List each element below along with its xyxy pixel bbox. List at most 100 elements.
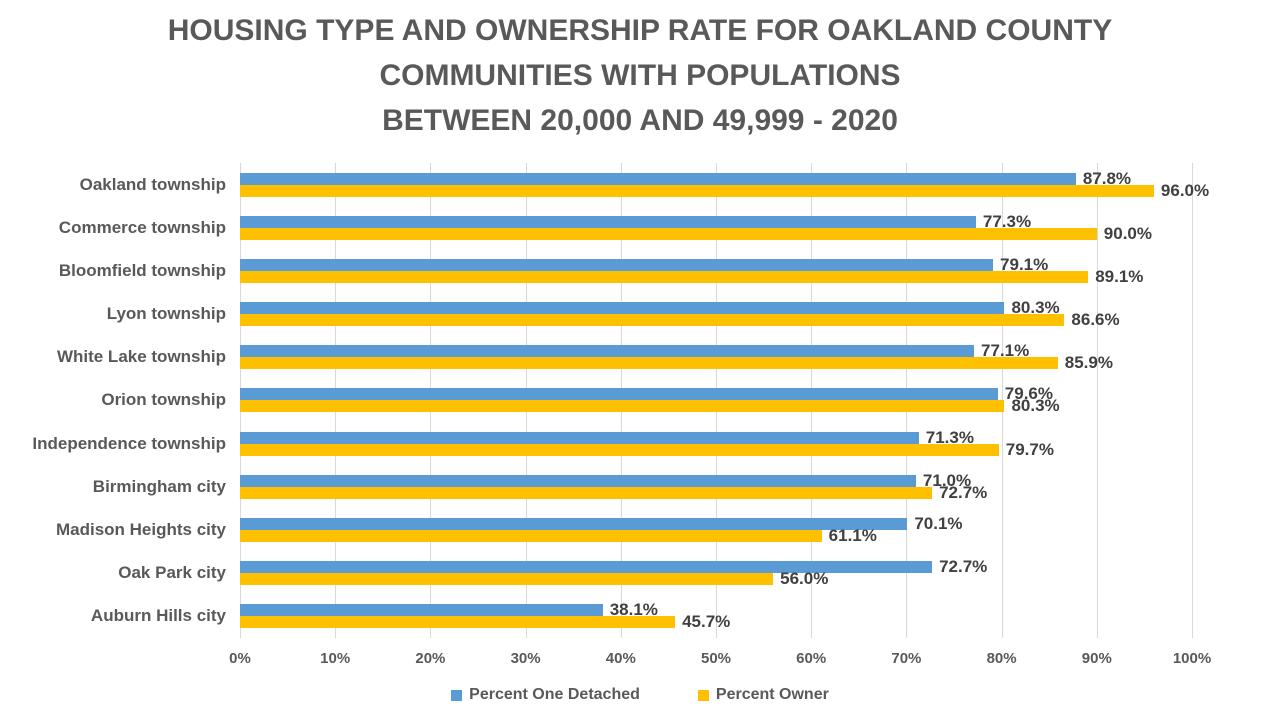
value-label-percent-one-detached: 80.3% bbox=[1011, 298, 1060, 318]
value-label-percent-one-detached: 71.3% bbox=[925, 427, 974, 447]
bar-percent-owner bbox=[240, 573, 774, 586]
x-axis: 0% 10% 20% 30% 40% 50% 60% 70% 80% 90% 100% bbox=[229, 650, 1211, 670]
category-row: Independence township 71.3% 79.7% bbox=[0, 422, 1192, 465]
bar-group: 77.1% 85.9% bbox=[240, 336, 1192, 379]
bar-percent-one-detached bbox=[240, 474, 916, 487]
category-row: Bloomfield township 79.1% 89.1% bbox=[0, 249, 1192, 292]
gridline bbox=[1096, 163, 1098, 638]
bar-group: 72.7% 56.0% bbox=[240, 552, 1192, 595]
bar-percent-owner bbox=[240, 443, 999, 456]
chart-title-line-3: BETWEEN 20,000 AND 49,999 - 2020 bbox=[382, 104, 898, 137]
bar-percent-owner bbox=[240, 616, 676, 629]
value-label-percent-owner: 45.7% bbox=[682, 612, 731, 632]
x-tick-label: 90% bbox=[1081, 650, 1112, 667]
legend-swatch-percent-one-detached bbox=[451, 689, 463, 701]
x-tick-label: 0% bbox=[229, 650, 251, 667]
bar-pair: 71.3% 79.7% bbox=[240, 428, 1192, 459]
bar-percent-one-detached bbox=[240, 302, 1005, 315]
value-label-percent-one-detached: 87.8% bbox=[1082, 168, 1132, 188]
bar-group: 77.3% 90.0% bbox=[240, 206, 1192, 249]
category-row: Commerce township 77.3% 90.0% bbox=[0, 206, 1192, 249]
plot-area: Oakland township 87.8% 96.0% Commerce towns… bbox=[0, 163, 1210, 638]
value-label-percent-one-detached: 79.6% bbox=[1004, 384, 1053, 404]
bar-pair: 77.3% 90.0% bbox=[240, 212, 1192, 243]
value-label-percent-owner: 85.9% bbox=[1064, 353, 1113, 373]
bar-pair: 79.6% 80.3% bbox=[240, 384, 1192, 415]
bar-percent-one-detached bbox=[240, 345, 974, 358]
category-label: Birmingham city bbox=[92, 476, 226, 496]
value-label-percent-one-detached: 71.0% bbox=[922, 470, 972, 490]
category-label: Bloomfield township bbox=[58, 260, 226, 280]
x-tick-label: 70% bbox=[891, 650, 922, 667]
bar-group: 38.1% 45.7% bbox=[240, 595, 1192, 638]
value-label-percent-owner: 96.0% bbox=[1160, 180, 1210, 200]
legend-label-percent-owner: Percent Owner bbox=[715, 686, 829, 703]
value-label-percent-owner: 86.6% bbox=[1071, 310, 1120, 330]
category-row: Lyon township 80.3% 86.6% bbox=[0, 293, 1192, 336]
bar-pair: 80.3% 86.6% bbox=[240, 298, 1192, 329]
bar-percent-one-detached bbox=[240, 258, 994, 271]
category-label: Commerce township bbox=[58, 217, 226, 237]
category-label: Oak Park city bbox=[118, 563, 226, 583]
bar-percent-one-detached bbox=[240, 561, 933, 574]
bar-percent-one-detached bbox=[240, 172, 1076, 185]
bar-percent-owner bbox=[240, 486, 933, 499]
bar-group: 70.1% 61.1% bbox=[240, 508, 1192, 551]
category-row: Orion township 79.6% 80.3% bbox=[0, 379, 1192, 422]
value-label-percent-owner: 61.1% bbox=[828, 526, 877, 546]
x-tick-label: 30% bbox=[510, 650, 541, 667]
bar-group: 87.8% 96.0% bbox=[240, 163, 1209, 206]
value-label-percent-owner: 56.0% bbox=[780, 569, 829, 589]
x-tick-label: 20% bbox=[415, 650, 446, 667]
bar-percent-owner bbox=[240, 314, 1065, 327]
x-tick-label: 40% bbox=[605, 650, 636, 667]
category-label: Lyon township bbox=[106, 304, 226, 324]
bar-pair: 71.0% 72.7% bbox=[240, 471, 1192, 502]
value-label-percent-owner: 80.3% bbox=[1011, 396, 1060, 416]
category-label: Independence township bbox=[32, 433, 226, 453]
bar-percent-owner bbox=[240, 400, 1005, 413]
legend-item-percent-one-detached: Percent One Detached bbox=[451, 686, 640, 704]
bar-group: 80.3% 86.6% bbox=[240, 293, 1192, 336]
value-label-percent-one-detached: 72.7% bbox=[939, 557, 988, 577]
bar-group: 71.3% 79.7% bbox=[240, 422, 1192, 465]
gridline bbox=[1192, 163, 1193, 638]
bar-pair: 38.1% 45.7% bbox=[240, 600, 1192, 631]
value-label-percent-one-detached: 70.1% bbox=[914, 514, 963, 534]
bar-percent-one-detached bbox=[240, 388, 998, 401]
x-tick-label: 60% bbox=[796, 650, 827, 667]
category-label: Oakland township bbox=[79, 174, 226, 194]
chart-title-line-2: COMMUNITIES WITH POPULATIONS bbox=[379, 59, 901, 92]
x-tick-label: 10% bbox=[320, 650, 351, 667]
bar-pair: 72.7% 56.0% bbox=[240, 557, 1192, 588]
x-tick-label: 50% bbox=[700, 650, 732, 667]
bar-group: 79.6% 80.3% bbox=[240, 379, 1192, 422]
category-row: Madison Heights city 70.1% 61.1% bbox=[0, 508, 1192, 551]
value-label-percent-one-detached: 38.1% bbox=[609, 600, 658, 620]
legend-label-percent-one-detached: Percent One Detached bbox=[469, 686, 640, 703]
category-label: White Lake township bbox=[56, 347, 226, 367]
legend-item-percent-owner: Percent Owner bbox=[697, 686, 829, 704]
category-row: Oak Park city 72.7% 56.0% bbox=[0, 552, 1192, 595]
bar-group: 71.0% 72.7% bbox=[240, 465, 1192, 508]
x-tick-label: 80% bbox=[986, 650, 1017, 667]
value-label-percent-one-detached: 77.3% bbox=[982, 211, 1032, 231]
bar-percent-one-detached bbox=[240, 431, 919, 444]
bar-pair: 79.1% 89.1% bbox=[240, 255, 1192, 286]
legend-swatch-percent-owner bbox=[697, 689, 709, 701]
value-label-percent-owner: 72.7% bbox=[939, 482, 988, 502]
category-row: Oakland township 87.8% 96.0% bbox=[0, 163, 1210, 206]
category-row: Auburn Hills city 38.1% 45.7% bbox=[0, 595, 1192, 638]
value-label-percent-owner: 79.7% bbox=[1005, 439, 1054, 459]
bar-group: 79.1% 89.1% bbox=[240, 249, 1192, 292]
chart-title-line-1: HOUSING TYPE AND OWNERSHIP RATE FOR OAKL… bbox=[167, 14, 1113, 47]
bar-percent-one-detached bbox=[240, 518, 908, 531]
bar-pair: 77.1% 85.9% bbox=[240, 341, 1192, 372]
value-label-percent-owner: 89.1% bbox=[1095, 266, 1144, 286]
value-label-percent-one-detached: 77.1% bbox=[980, 341, 1030, 361]
bar-pair: 70.1% 61.1% bbox=[240, 514, 1192, 545]
legend: Percent One Detached Percent Owner bbox=[0, 686, 1280, 704]
bar-percent-owner bbox=[240, 184, 1154, 197]
value-label-percent-owner: 90.0% bbox=[1103, 223, 1152, 243]
